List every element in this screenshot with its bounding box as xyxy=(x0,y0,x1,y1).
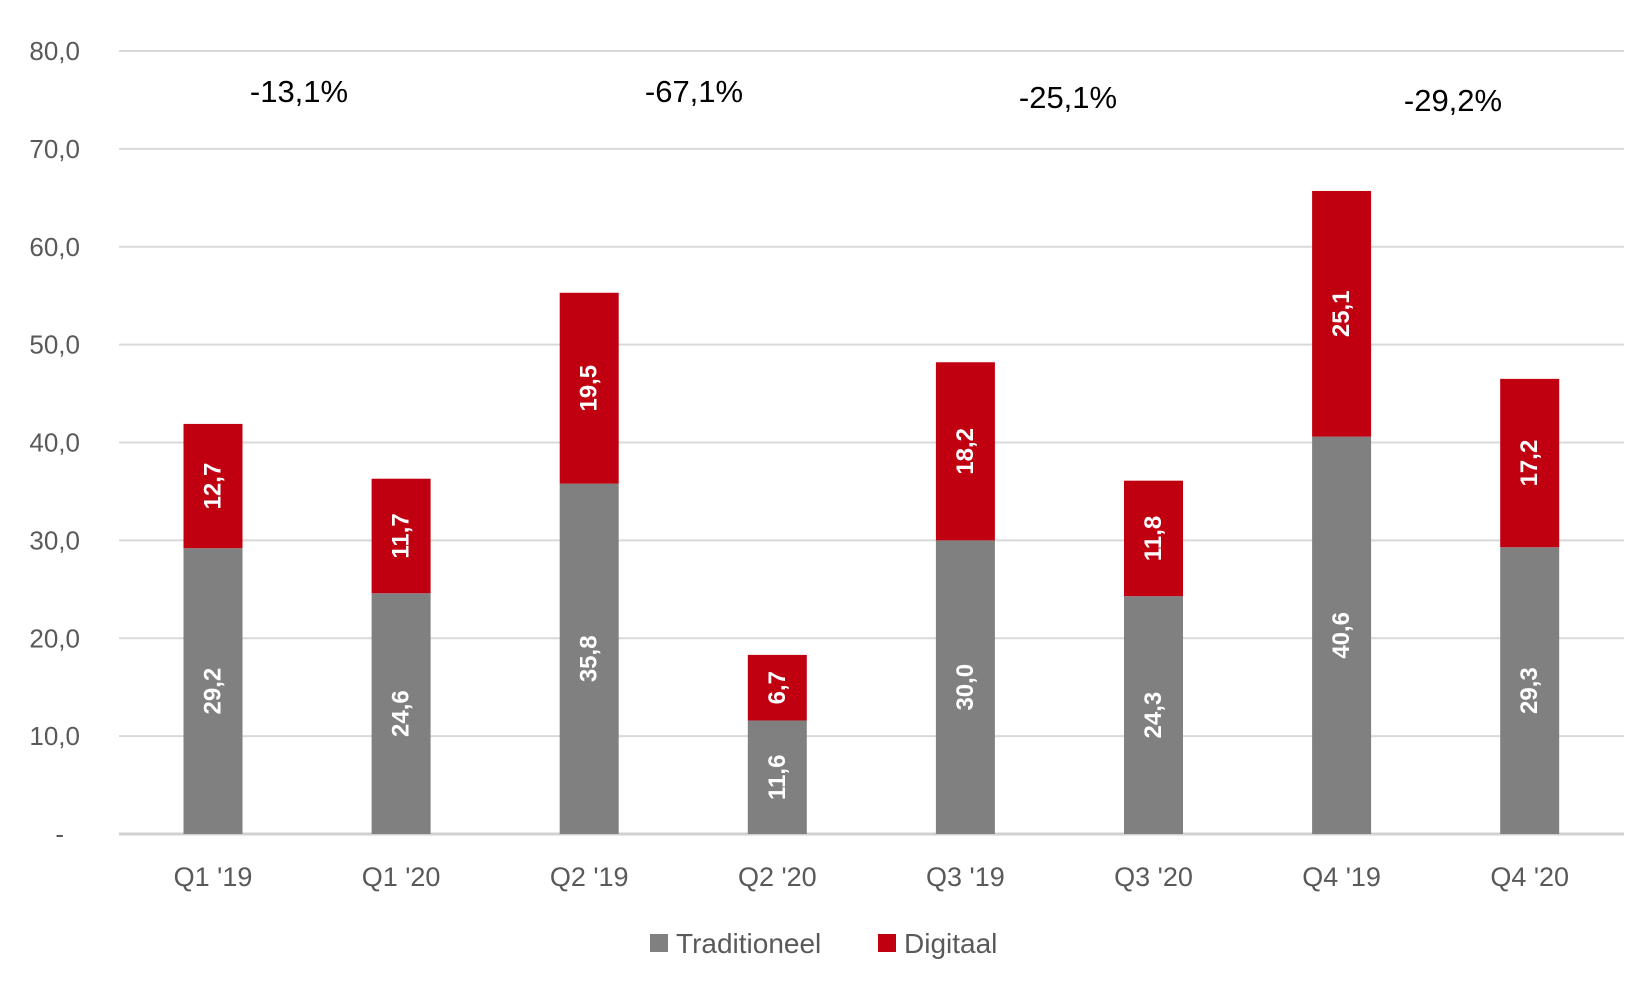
bar-data-label: 12,7 xyxy=(200,463,227,510)
bar-data-label: 29,3 xyxy=(1516,667,1543,714)
y-tick-label: 80,0 xyxy=(29,36,80,66)
legend: Traditioneel Digitaal xyxy=(650,928,997,959)
change-annotation: -25,1% xyxy=(1019,80,1117,115)
bar-digitaal xyxy=(559,292,619,484)
bar-data-label: 29,2 xyxy=(200,668,227,715)
change-annotation: -67,1% xyxy=(645,74,743,109)
bar-traditioneel xyxy=(747,720,807,834)
legend-swatch-digitaal xyxy=(878,934,896,952)
y-tick-label: 70,0 xyxy=(29,134,80,164)
bar-traditioneel xyxy=(183,548,243,834)
y-tick-label: 60,0 xyxy=(29,232,80,262)
legend-swatch-traditioneel xyxy=(650,934,668,952)
change-annotation: -13,1% xyxy=(250,74,348,109)
bar-data-label: 11,8 xyxy=(1140,516,1167,561)
bar-digitaal xyxy=(1500,378,1560,548)
bar-traditioneel xyxy=(1500,547,1560,834)
bar-data-label: 24,3 xyxy=(1140,692,1167,739)
bar-digitaal xyxy=(371,478,431,594)
y-tick-label: 40,0 xyxy=(29,428,80,458)
bar-data-label: 17,2 xyxy=(1516,440,1543,487)
bar-data-label: 35,8 xyxy=(576,635,603,682)
y-tick-label: - xyxy=(55,819,64,849)
bar-data-label: 11,6 xyxy=(764,755,791,800)
x-tick-label: Q3 '20 xyxy=(1114,862,1193,892)
bar-data-label: 40,6 xyxy=(1328,612,1355,659)
legend-label: Traditioneel xyxy=(676,928,821,959)
y-tick-label: 10,0 xyxy=(29,721,80,751)
bar-data-label: 24,6 xyxy=(388,690,415,737)
bar-data-label: 19,5 xyxy=(576,365,603,412)
bar-traditioneel xyxy=(1312,436,1372,834)
bar-digitaal xyxy=(935,362,995,541)
bar-data-label: 25,1 xyxy=(1328,290,1355,337)
y-tick-label: 50,0 xyxy=(29,330,80,360)
x-tick-label: Q4 '19 xyxy=(1302,862,1381,892)
x-tick-label: Q2 '19 xyxy=(550,862,629,892)
x-tick-label: Q1 '19 xyxy=(174,862,253,892)
x-tick-label: Q2 '20 xyxy=(738,862,817,892)
change-annotation: -29,2% xyxy=(1404,83,1502,118)
bar-data-label: 18,2 xyxy=(952,428,979,475)
bar-data-label: 30,0 xyxy=(952,664,979,711)
x-tick-label: Q4 '20 xyxy=(1490,862,1569,892)
bar-traditioneel xyxy=(1124,596,1183,834)
bar-digitaal xyxy=(747,654,807,721)
x-tick-label: Q3 '19 xyxy=(926,862,1005,892)
bar-data-label: 6,7 xyxy=(764,671,791,704)
bar-digitaal xyxy=(1124,480,1183,597)
bar-traditioneel xyxy=(559,483,619,834)
bar-traditioneel xyxy=(935,540,995,834)
bar-traditioneel xyxy=(371,593,431,834)
y-tick-label: 30,0 xyxy=(29,525,80,555)
legend-label: Digitaal xyxy=(904,928,997,959)
bar-data-label: 11,7 xyxy=(388,513,415,558)
x-tick-label: Q1 '20 xyxy=(362,862,441,892)
y-tick-label: 20,0 xyxy=(29,623,80,653)
bar-digitaal xyxy=(1312,190,1372,437)
bar-digitaal xyxy=(183,423,243,549)
